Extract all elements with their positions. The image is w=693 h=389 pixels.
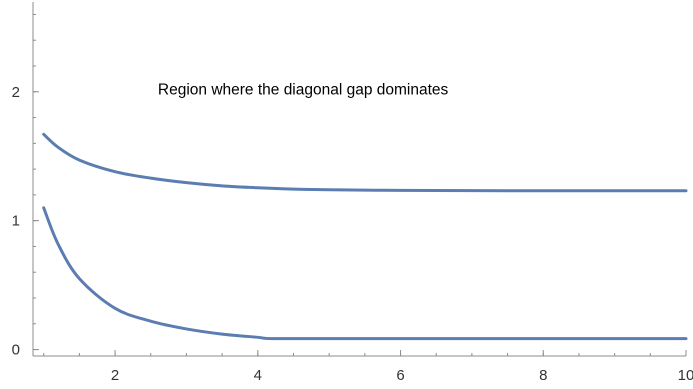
x-ticks: 2 4 6 8 10 xyxy=(43,350,693,384)
x-tick-label: 8 xyxy=(539,367,547,384)
x-tick-label: 10 xyxy=(678,367,693,384)
series-line-2 xyxy=(42,206,688,341)
x-tick-label: 2 xyxy=(111,367,119,384)
y-tick-label: 1 xyxy=(12,213,20,230)
series xyxy=(42,132,688,341)
y-ticks: 0 1 2 xyxy=(12,13,39,359)
series-line-1 xyxy=(42,132,688,193)
x-tick-label: 4 xyxy=(254,367,262,384)
axes: 2 4 6 8 10 0 1 2 xyxy=(12,2,693,384)
x-tick-label: 6 xyxy=(396,367,404,384)
chart-annotation: Region where the diagonal gap dominates xyxy=(158,81,449,98)
y-tick-label: 2 xyxy=(12,84,20,101)
y-tick-label: 0 xyxy=(12,342,20,359)
